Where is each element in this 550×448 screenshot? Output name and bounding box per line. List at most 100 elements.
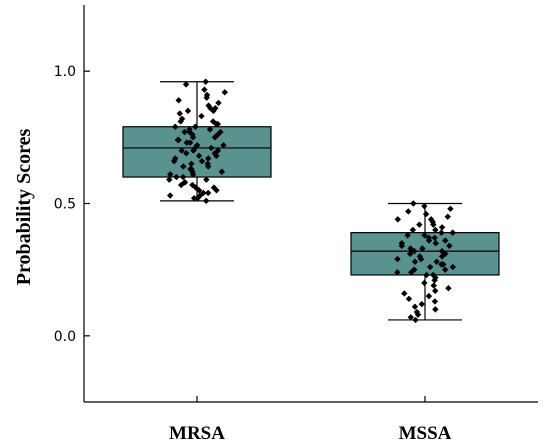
data-point-mrsa [198,112,205,120]
data-point-mssa [410,200,417,207]
data-point-mrsa [214,131,221,138]
data-point-mrsa [190,147,197,154]
data-point-mssa [419,245,426,252]
data-point-mrsa [186,139,194,146]
data-point-mrsa [177,118,184,125]
data-point-mssa [442,237,449,244]
data-point-mssa [438,229,445,236]
data-point-mrsa [195,187,203,194]
data-point-mssa [431,298,439,305]
data-point-mssa [394,269,401,276]
data-point-mssa [430,282,437,289]
data-point-mrsa [178,147,185,154]
y-tick-label: 1.0 [54,64,76,80]
data-point-mrsa [204,189,212,197]
data-point-mssa [449,229,456,236]
data-point-mrsa [181,128,188,136]
data-point-mrsa [188,160,195,167]
data-point-mssa [394,216,401,223]
data-point-mrsa [202,197,210,205]
data-point-mrsa [210,107,217,115]
data-point-mssa [406,250,414,257]
x-category-label-mssa: MSSA [399,423,452,444]
data-point-mrsa [205,155,212,162]
data-point-mssa [449,263,457,271]
data-point-mssa [432,287,439,295]
data-point-mrsa [211,134,219,141]
data-point-mssa [426,263,434,271]
data-point-mssa [430,221,437,228]
data-point-mrsa [184,107,192,115]
data-point-mrsa [173,173,180,181]
data-point-mrsa [213,152,220,160]
data-point-mrsa [203,176,210,183]
data-point-mssa [416,221,423,228]
data-point-mssa [421,202,428,210]
data-point-mrsa [195,152,203,160]
data-point-mrsa [174,136,182,144]
data-point-mrsa [189,171,197,178]
data-point-mssa [431,234,438,242]
x-category-label-mrsa: MRSA [169,423,225,444]
data-point-mssa [411,247,418,255]
data-point-mssa [405,295,413,302]
data-point-mrsa [221,89,228,96]
data-point-mssa [438,224,446,231]
data-point-mrsa [213,187,220,194]
data-point-mrsa [215,99,222,107]
data-point-mrsa [207,144,215,152]
data-point-mrsa [189,134,197,141]
box-mssa [350,232,500,276]
data-point-mssa [425,292,433,300]
data-point-mrsa [170,157,178,165]
data-point-mrsa [166,176,173,183]
data-point-mssa [407,314,414,321]
data-point-mssa [409,226,417,234]
data-point-mssa [425,237,433,244]
data-point-mssa [431,277,438,284]
data-point-mssa [417,255,425,263]
data-point-mssa [433,258,440,265]
data-point-mssa [404,232,411,239]
box-mrsa [122,126,272,178]
data-point-mrsa [172,123,179,130]
y-tick-label: 0.5 [54,197,76,213]
data-point-mrsa [175,97,182,104]
data-point-mrsa [203,94,210,101]
plot-area: 0.0 0.5 1.0 [54,5,538,403]
data-point-mssa [432,240,440,247]
data-point-mssa [401,290,408,297]
data-point-mrsa [202,78,209,85]
data-point-mssa [444,213,451,220]
data-point-mssa [414,311,422,318]
data-point-mrsa [209,118,217,125]
data-point-mssa [438,253,446,260]
data-point-mrsa [176,110,183,117]
data-point-mssa [411,258,419,265]
data-point-mrsa [178,181,185,189]
data-point-mssa [441,266,449,273]
data-point-mssa [438,261,445,268]
data-point-mssa [423,271,430,279]
data-point-mssa [398,242,406,250]
data-point-mrsa [180,163,187,170]
data-point-mrsa [220,142,227,149]
data-point-mssa [445,284,452,292]
data-point-mrsa [204,163,212,170]
data-point-mssa [394,255,401,263]
data-point-mrsa [206,126,214,133]
data-point-mrsa [218,168,226,175]
data-point-mssa [411,303,419,310]
data-point-mssa [446,242,453,250]
data-point-mrsa [166,192,174,199]
data-point-mrsa [194,195,201,202]
data-point-mssa [405,208,412,215]
data-point-mssa [432,226,439,234]
data-point-mrsa [179,173,187,181]
data-point-mrsa [167,171,174,178]
data-point-mssa [447,205,454,212]
data-point-mssa [432,306,439,313]
data-point-mrsa [198,157,206,165]
data-point-mssa [421,232,428,239]
